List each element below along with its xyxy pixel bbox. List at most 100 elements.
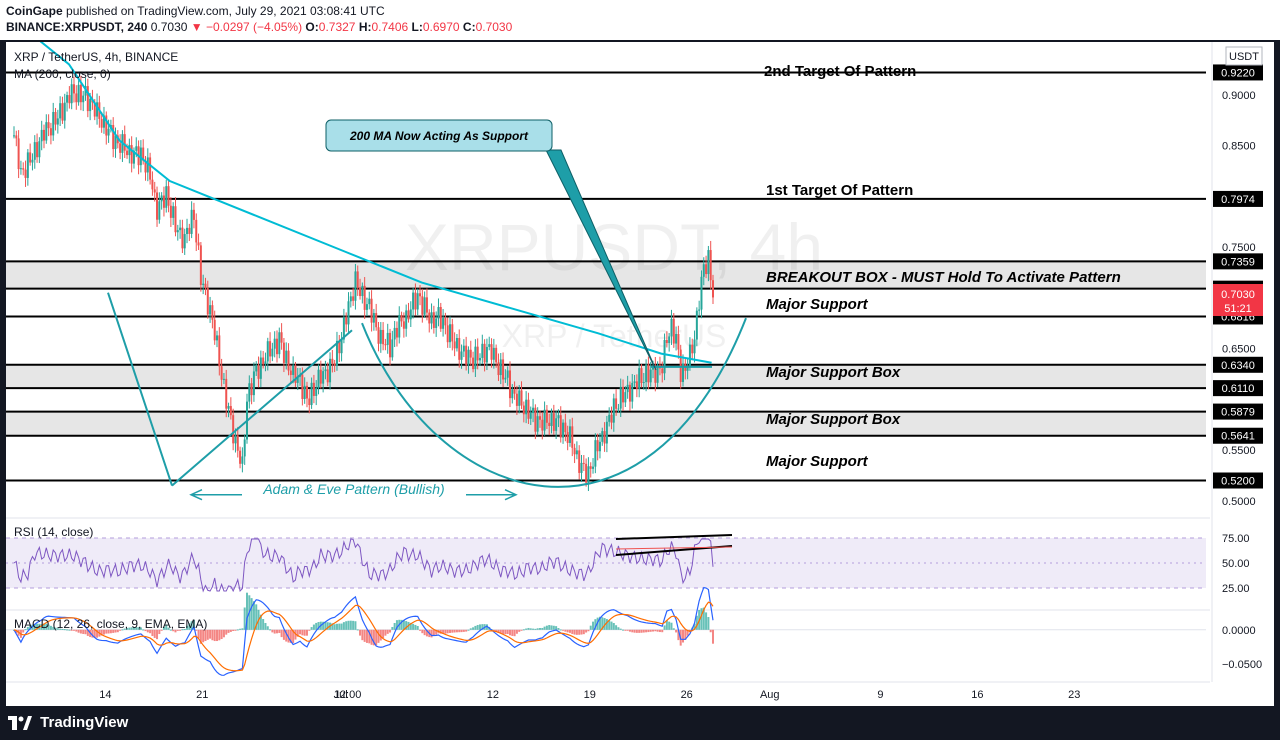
candle-body xyxy=(181,227,184,249)
candle-body xyxy=(568,426,571,443)
footer-brand[interactable]: TradingView xyxy=(40,714,129,731)
macd-histogram-bar xyxy=(432,629,435,636)
macd-histogram-bar xyxy=(243,607,246,630)
candle-body xyxy=(82,95,85,103)
candle-body xyxy=(165,186,168,208)
candle-body xyxy=(409,309,412,320)
candle-body xyxy=(303,385,306,399)
candle-body xyxy=(442,318,445,329)
macd-histogram-bar xyxy=(128,627,131,630)
candle-body xyxy=(308,398,311,406)
candle-body xyxy=(490,344,493,360)
macd-histogram-bar xyxy=(435,629,438,635)
close-value: 0.7030 xyxy=(475,20,513,34)
macd-histogram-bar xyxy=(354,621,357,630)
macd-histogram-bar xyxy=(525,628,528,630)
macd-histogram-bar xyxy=(449,629,452,633)
candle-body xyxy=(61,103,64,121)
rsi-tick-label: 25.00 xyxy=(1222,583,1250,595)
macd-histogram-bar xyxy=(179,629,182,631)
level-tag xyxy=(1213,64,1263,81)
candle-body xyxy=(575,450,578,455)
candle-body xyxy=(707,250,710,275)
candle-body xyxy=(340,339,343,354)
candle-body xyxy=(502,359,505,380)
ma-200-line xyxy=(5,12,712,364)
publisher-name[interactable]: CoinGape xyxy=(6,4,63,18)
candle-body xyxy=(654,366,657,383)
candle-body xyxy=(663,340,666,374)
callout-text: 200 MA Now Acting As Support xyxy=(349,129,529,143)
candle-body xyxy=(167,186,170,206)
rsi-pane[interactable] xyxy=(6,517,1210,593)
level-tag xyxy=(1213,380,1263,397)
macd-histogram-bar xyxy=(241,628,244,630)
macd-histogram-bar xyxy=(296,629,299,637)
candle-body xyxy=(56,118,59,125)
candle-body xyxy=(264,361,267,365)
macd-histogram-bar xyxy=(305,629,308,636)
macd-histogram-bar xyxy=(640,629,643,633)
candle-body xyxy=(564,422,567,433)
candle-body xyxy=(255,365,258,372)
candle-body xyxy=(566,432,569,443)
time-tick-label: 23 xyxy=(1068,689,1080,701)
macd-histogram-bar xyxy=(647,629,650,633)
candle-body xyxy=(160,195,163,202)
candle-body xyxy=(395,327,398,338)
ma-callout[interactable]: 200 MA Now Acting As Support xyxy=(325,119,657,371)
candle-body xyxy=(672,318,675,344)
macd-histogram-bar xyxy=(508,629,511,636)
macd-histogram-bar xyxy=(622,629,625,631)
macd-pane[interactable] xyxy=(6,586,1210,676)
macd-histogram-bar xyxy=(275,629,278,634)
macd-histogram-bar xyxy=(412,623,415,630)
macd-histogram-bar xyxy=(467,629,470,631)
major-support-box-label-1: Major Support Box xyxy=(766,364,901,381)
candle-body xyxy=(691,344,694,354)
candle-body xyxy=(617,408,620,410)
macd-histogram-bar xyxy=(66,629,69,631)
macd-histogram-bar xyxy=(419,629,422,631)
macd-histogram-bar xyxy=(102,629,105,635)
candle-body xyxy=(216,335,219,341)
macd-histogram-bar xyxy=(59,628,62,630)
price-axis[interactable]: 0.9000 0.8500 0.7500 0.6500 0.5500 0.5000 0.92… xyxy=(1211,42,1263,682)
price-tick-label: 0.9000 xyxy=(1222,90,1256,102)
rsi-tick-label: 75.00 xyxy=(1222,533,1250,545)
candle-body xyxy=(419,293,422,297)
macd-histogram-bar xyxy=(372,629,375,646)
candle-body xyxy=(36,142,39,158)
candle-body xyxy=(19,168,22,170)
macd-histogram-bar xyxy=(462,629,465,632)
macd-histogram-bar xyxy=(684,629,687,640)
macd-histogram-bar xyxy=(262,619,265,630)
macd-histogram-bar xyxy=(518,629,521,632)
macd-histogram-bar xyxy=(608,620,611,630)
macd-histogram-bar xyxy=(338,623,341,630)
candle-body xyxy=(460,351,463,360)
macd-histogram-bar xyxy=(42,623,45,630)
macd-histogram-bar xyxy=(82,629,85,634)
candle-body xyxy=(598,441,601,452)
macd-histogram-bar xyxy=(153,629,156,638)
time-tick-label: 14 xyxy=(99,689,111,701)
chart-canvas[interactable]: XRPUSDT, 4h XRP / TetherUS XRP / TetherU… xyxy=(5,12,1274,706)
macd-histogram-bar xyxy=(100,629,103,636)
candle-body xyxy=(402,321,405,329)
macd-histogram-bar xyxy=(534,628,537,630)
candle-body xyxy=(638,368,641,389)
macd-histogram-bar xyxy=(661,629,664,633)
candle-body xyxy=(322,371,325,384)
macd-histogram-bar xyxy=(33,623,36,630)
macd-histogram-bar xyxy=(585,629,588,633)
macd-histogram-bar xyxy=(322,621,325,630)
candle-body xyxy=(42,129,45,141)
currency-button[interactable] xyxy=(1225,46,1263,66)
macd-signal-line xyxy=(13,601,714,672)
candle-body xyxy=(250,383,253,396)
macd-histogram-bar xyxy=(29,625,32,630)
close-label: C: xyxy=(462,20,476,34)
macd-histogram-bar xyxy=(513,629,516,637)
